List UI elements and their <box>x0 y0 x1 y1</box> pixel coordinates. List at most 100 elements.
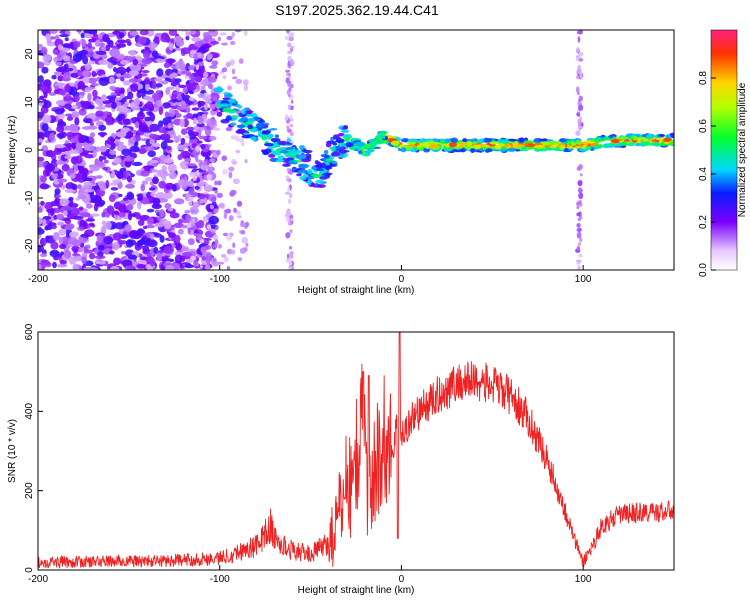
heatmap-noise-cell <box>577 118 582 126</box>
heatmap-noise-cell <box>38 138 44 143</box>
heatmap-ridge-cell <box>216 111 223 117</box>
heatmap-noise-cell <box>183 142 194 147</box>
heatmap-ridge-cell <box>368 138 378 143</box>
heatmap-noise-cell <box>576 47 580 53</box>
heatmap-noise-cell <box>75 141 83 150</box>
heatmap-noise-cell <box>91 83 100 87</box>
heatmap-noise-cell <box>71 253 81 257</box>
heatmap-noise-cell <box>184 264 195 269</box>
heatmap-noise-cell <box>97 33 103 40</box>
snr-y-tick-label: 200 <box>24 482 35 499</box>
heatmap-noise-cell <box>210 197 217 203</box>
heatmap-ridge-cell <box>299 176 307 181</box>
snr-y-tick-label: 600 <box>24 323 35 340</box>
heatmap-noise-cell <box>101 53 108 60</box>
heatmap-noise-cell <box>231 68 236 75</box>
heatmap-noise-cell <box>177 228 184 235</box>
heatmap-ridge-cell <box>428 140 435 146</box>
heatmap-ridge-cell <box>245 114 254 117</box>
heatmap-ridge-cell <box>375 136 383 142</box>
heatmap-noise-cell <box>69 260 74 265</box>
heatmap-ridge-cell <box>340 146 346 150</box>
heatmap-ridge-cell <box>332 134 340 140</box>
heatmap-noise-cell <box>158 93 163 99</box>
heatmap-noise-cell <box>185 31 191 37</box>
heatmap-ridge-cell <box>250 136 257 141</box>
heatmap-noise-cell <box>208 215 220 225</box>
heatmap-noise-cell <box>57 178 68 183</box>
heatmap-noise-cell <box>58 236 64 245</box>
heatmap-noise-cell <box>188 133 196 140</box>
heatmap-noise-cell <box>125 239 134 248</box>
snr-x-tick-label: 100 <box>575 574 592 585</box>
heatmap-noise-cell <box>120 127 131 134</box>
heatmap-noise-cell <box>65 83 71 93</box>
heatmap-noise-cell <box>154 78 163 82</box>
heatmap-ridge-cell <box>534 144 544 149</box>
heatmap-noise-cell <box>235 210 241 215</box>
heatmap-noise-cell <box>223 212 228 219</box>
heatmap-ridge-cell <box>330 147 336 152</box>
heatmap-noise-cell <box>215 149 221 156</box>
heatmap-ridge-cell <box>665 134 671 139</box>
heatmap-noise-cell <box>217 36 222 42</box>
heatmap-noise-cell <box>199 198 206 204</box>
heatmap-ridge-cell <box>287 151 296 156</box>
heatmap-noise-cell <box>159 235 165 243</box>
heatmap-noise-cell <box>198 135 208 140</box>
heatmap-noise-cell <box>168 208 174 212</box>
heatmap-noise-cell <box>219 32 227 36</box>
heatmap-noise-cell <box>79 152 88 157</box>
heatmap-noise-cell <box>96 161 105 167</box>
heatmap-noise-cell <box>200 163 209 171</box>
heatmap-noise-cell <box>88 222 95 227</box>
heatmap-noise-cell <box>117 204 126 213</box>
heatmap-noise-cell <box>122 106 129 113</box>
heatmap-ridge-cell <box>310 182 315 187</box>
heatmap-noise-cell <box>64 155 72 160</box>
heatmap-noise-cell <box>71 245 81 253</box>
heatmap-noise-cell <box>577 265 581 270</box>
heatmap-noise-cell <box>101 94 107 102</box>
heatmap-noise-cell <box>68 196 74 201</box>
heatmap-noise-cell <box>576 112 581 117</box>
snr-x-tick-label: -100 <box>210 574 230 585</box>
heatmap-noise-cell <box>221 155 228 162</box>
heatmap-ridge-cell <box>312 173 321 179</box>
heatmap-noise-cell <box>194 155 199 161</box>
heatmap-noise-cell <box>42 216 52 220</box>
heatmap-y-tick-label: 10 <box>24 96 35 108</box>
heatmap-noise-cell <box>189 30 197 35</box>
heatmap-noise-cell <box>79 219 86 227</box>
heatmap-ridge-cell <box>632 135 638 141</box>
heatmap-noise-cell <box>107 136 115 145</box>
heatmap-ridge-cell <box>335 145 342 152</box>
heatmap-ridge-cell <box>296 173 302 177</box>
heatmap-ridge-cell <box>428 144 438 149</box>
heatmap-noise-cell <box>93 203 99 212</box>
heatmap-noise-cell <box>136 111 146 120</box>
heatmap-noise-cell <box>147 42 158 49</box>
heatmap-noise-cell <box>201 115 206 119</box>
colorbar-tick-label: 0.0 <box>698 263 709 277</box>
heatmap-noise-cell <box>152 142 160 148</box>
heatmap-noise-cell <box>205 256 211 264</box>
heatmap-noise-cell <box>63 210 68 217</box>
heatmap-noise-cell <box>228 166 235 172</box>
heatmap-noise-cell <box>81 167 89 176</box>
heatmap-ridge-cell <box>222 107 232 113</box>
heatmap-noise-cell <box>166 146 172 151</box>
heatmap-ridge-cell <box>653 141 660 147</box>
heatmap-noise-cell <box>145 82 150 92</box>
heatmap-noise-cell <box>112 241 120 251</box>
heatmap-noise-cell <box>208 163 213 167</box>
heatmap-noise-cell <box>84 62 92 71</box>
heatmap-noise-cell <box>38 228 45 235</box>
heatmap-noise-cell <box>169 73 175 80</box>
snr-series-line <box>38 332 674 570</box>
heatmap-ridge-cell <box>298 163 309 169</box>
heatmap-noise-cell <box>59 34 70 38</box>
heatmap-noise-cell <box>579 71 583 79</box>
heatmap-noise-cell <box>164 182 175 190</box>
